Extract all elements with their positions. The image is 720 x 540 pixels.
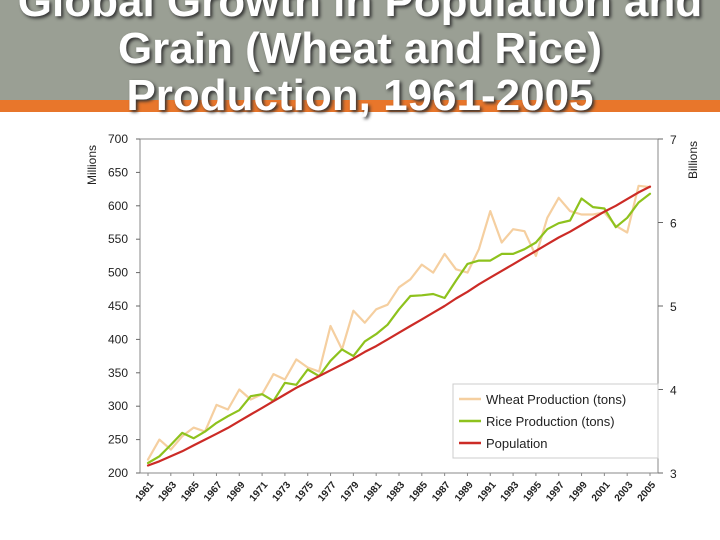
x-tick-label: 1981: [362, 480, 385, 504]
x-tick-label: 1963: [156, 480, 179, 504]
x-tick-label: 1971: [248, 480, 271, 504]
y-right-tick-label: 4: [670, 384, 677, 398]
y-left-tick-label: 550: [108, 232, 128, 246]
y-left-tick-label: 300: [108, 399, 128, 413]
series-line-rice-production-tons: [146, 192, 652, 465]
y-right-axis-title: Billions: [686, 141, 700, 179]
y-left-tick-label: 500: [108, 266, 128, 280]
y-left-tick-label: 350: [108, 366, 128, 380]
x-tick-label: 1987: [430, 480, 453, 504]
x-tick-label: 1995: [521, 480, 544, 504]
legend-entry-label: Wheat Production (tons): [486, 392, 626, 407]
legend-entry-label: Rice Production (tons): [486, 414, 615, 429]
x-tick-label: 1985: [407, 480, 430, 504]
x-tick-label: 1989: [453, 480, 476, 504]
x-tick-label: 1969: [225, 480, 248, 504]
chart-title: Global Growth in Population and Grain (W…: [17, 0, 703, 120]
x-tick-label: 1961: [134, 480, 157, 504]
y-left-tick-label: 650: [108, 165, 128, 179]
y-left-tick-label: 200: [108, 466, 128, 480]
x-tick-label: 1991: [476, 480, 499, 504]
y-left-tick-label: 450: [108, 299, 128, 313]
x-tick-label: 1999: [567, 480, 590, 504]
x-tick-label: 1997: [544, 480, 567, 504]
y-left-axis-title: Millions: [85, 145, 99, 185]
legend-box: [452, 383, 659, 459]
x-tick-label: 2001: [590, 480, 613, 504]
x-tick-label: 1965: [179, 480, 202, 504]
x-tick-label: 2005: [636, 480, 659, 504]
y-left-tick-label: 700: [108, 132, 128, 146]
y-right-tick-label: 3: [670, 467, 677, 481]
y-left-tick-label: 600: [108, 199, 128, 213]
x-tick-label: 1979: [339, 480, 362, 504]
x-tick-label: 1993: [499, 480, 522, 504]
series-layer: [146, 184, 652, 467]
legend-entry-label: Population: [486, 436, 547, 451]
y-left-tick-label: 400: [108, 332, 128, 346]
y-right-tick-label: 5: [670, 300, 677, 314]
title-banner: [0, 0, 720, 100]
y-left-tick-label: 250: [108, 433, 128, 447]
x-tick-label: 1983: [385, 480, 408, 504]
x-tick-label: 1973: [270, 480, 293, 504]
y-right-tick-label: 7: [670, 133, 677, 147]
series-line-population: [146, 185, 652, 467]
y-right-tick-label: 6: [670, 217, 677, 231]
title-banner-stripe: [0, 100, 720, 112]
x-tick-label: 1967: [202, 480, 225, 504]
x-tick-label: 2003: [613, 480, 636, 504]
legend: Wheat Production (tons) Rice Production (…: [452, 383, 659, 459]
x-tick-label: 1977: [316, 480, 339, 504]
series-line-wheat-production-tons: [146, 184, 652, 461]
x-tick-label: 1975: [293, 480, 316, 504]
